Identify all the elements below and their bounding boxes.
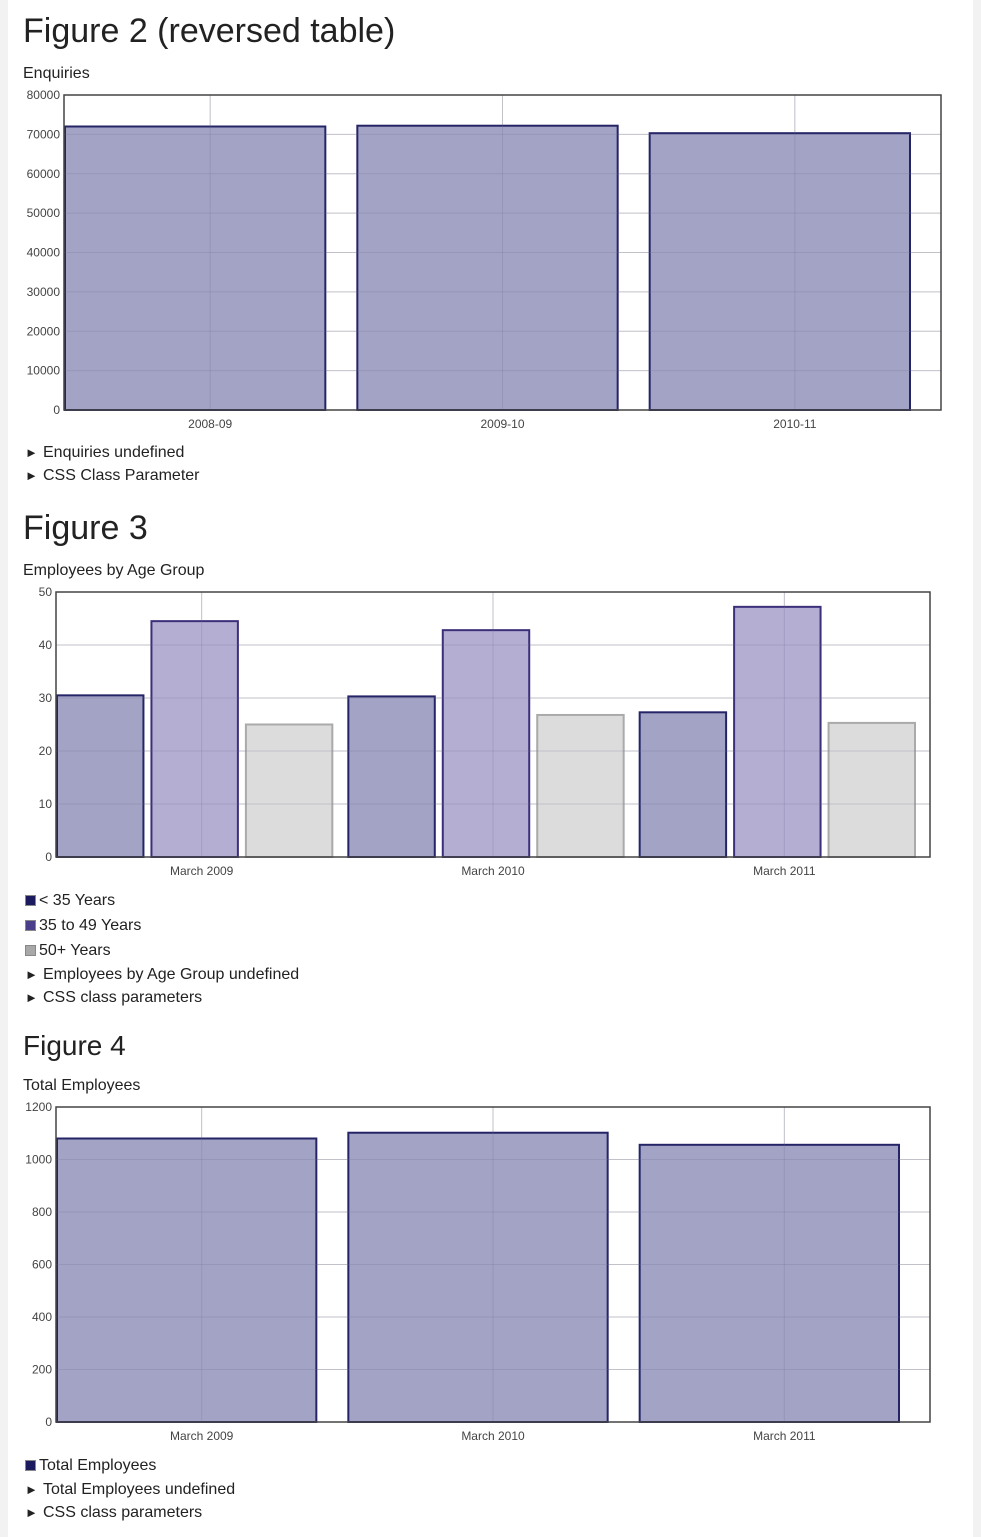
- y-tick-label: 40000: [27, 246, 61, 260]
- bar-age-1-2: [536, 713, 625, 858]
- y-tick-label: 10: [39, 797, 53, 811]
- legend-swatch: [25, 945, 36, 956]
- figure-4-legend: Total Employees: [25, 1453, 156, 1478]
- total-employees-chart: 0 200 400 600 800 1000 1200 March 2009 March 201…: [25, 1100, 931, 1443]
- y-tick-label: 200: [32, 1363, 52, 1377]
- bar-age-2-1: [733, 605, 822, 859]
- legend-swatch: [25, 920, 36, 931]
- y-tick-label: 20: [39, 744, 53, 758]
- figure-3-heading: Figure 3: [23, 509, 148, 547]
- y-tick-label: 60000: [27, 167, 61, 181]
- bar-age-2-0: [638, 711, 728, 858]
- legend-label: 50+ Years: [39, 942, 111, 959]
- x-tick-label: 2010-11: [773, 417, 816, 431]
- plot-border: [55, 1106, 931, 1423]
- plot-border: [55, 591, 931, 858]
- page: Figure 2 (reversed table) Enquiries 0 100…: [8, 0, 973, 1537]
- triangle-right-icon: ►: [25, 445, 38, 460]
- legend-item-35-to-49: 35 to 49 Years: [25, 913, 141, 938]
- y-tick-label: 30: [39, 691, 53, 705]
- bar-total-1-0: [347, 1131, 609, 1423]
- figure-2-chart-title: Enquiries: [23, 65, 90, 82]
- x-tick-label: March 2010: [461, 1429, 525, 1443]
- bar-enquiries-0-0: [64, 125, 327, 411]
- y-tick-label: 30000: [27, 285, 61, 299]
- y-tick-label: 20000: [27, 324, 61, 338]
- bar-age-1-1: [441, 629, 531, 858]
- x-tick-label: 2008-09: [188, 417, 232, 431]
- legend-label: < 35 Years: [39, 892, 116, 909]
- plot-border: [63, 94, 942, 411]
- bar-age-0-0: [56, 694, 145, 858]
- toggle-age-group-data[interactable]: ► Employees by Age Group undefined: [25, 963, 299, 986]
- figure-3-legend: < 35 Years 35 to 49 Years 50+ Years: [25, 888, 141, 963]
- y-tick-label: 70000: [27, 127, 61, 141]
- y-tick-label: 50000: [27, 206, 61, 220]
- toggle-label: Enquiries undefined: [43, 444, 185, 461]
- bar-total-2-0: [638, 1143, 901, 1424]
- legend-swatch: [25, 1460, 36, 1471]
- bar-age-1-0: [347, 695, 436, 858]
- toggle-label: Total Employees undefined: [43, 1481, 236, 1498]
- y-tick-label: 1200: [25, 1100, 52, 1114]
- enquiries-chart: 0 10000 20000 30000 40000 50000 60000 70000 8000…: [27, 88, 942, 431]
- triangle-right-icon: ►: [25, 967, 38, 982]
- bar-enquiries-2-0: [648, 132, 912, 411]
- y-tick-label: 40: [39, 638, 53, 652]
- x-tick-label: March 2011: [753, 864, 816, 878]
- bar-total-0-0: [56, 1137, 318, 1423]
- figure-4-chart-title: Total Employees: [23, 1077, 141, 1094]
- x-tick-label: March 2009: [170, 864, 234, 878]
- toggle-total-employees-data[interactable]: ► Total Employees undefined: [25, 1478, 235, 1501]
- y-tick-label: 600: [32, 1258, 52, 1272]
- figure-2-heading: Figure 2 (reversed table): [23, 12, 396, 50]
- legend-label: 35 to 49 Years: [39, 917, 142, 934]
- toggle-label: Employees by Age Group undefined: [43, 966, 300, 983]
- y-tick-label: 1000: [25, 1153, 52, 1167]
- y-tick-label: 0: [45, 850, 52, 864]
- toggle-label: CSS Class Parameter: [43, 467, 200, 484]
- triangle-right-icon: ►: [25, 468, 38, 483]
- bar-age-0-2: [244, 723, 334, 858]
- employees-by-age-chart: 0 10 20 30 40 50 March 2009 March 2010 March 201…: [39, 585, 931, 878]
- bar-enquiries-1-0: [356, 124, 619, 412]
- legend-label: Total Employees: [39, 1457, 157, 1474]
- triangle-right-icon: ►: [25, 1505, 38, 1520]
- triangle-right-icon: ►: [25, 1482, 38, 1497]
- toggle-css-class-parameter[interactable]: ► CSS Class Parameter: [25, 464, 200, 487]
- bar-age-0-1: [150, 620, 239, 859]
- y-tick-label: 80000: [27, 88, 61, 102]
- legend-item-50-plus: 50+ Years: [25, 938, 141, 963]
- legend-item-under-35: < 35 Years: [25, 888, 141, 913]
- toggle-enquiries-data[interactable]: ► Enquiries undefined: [25, 441, 184, 464]
- bar-age-2-2: [827, 721, 916, 858]
- y-tick-label: 50: [39, 585, 53, 599]
- y-tick-label: 0: [53, 403, 60, 417]
- legend-swatch: [25, 895, 36, 906]
- y-tick-label: 10000: [27, 364, 61, 378]
- y-tick-label: 400: [32, 1310, 52, 1324]
- x-tick-label: March 2011: [753, 1429, 816, 1443]
- triangle-right-icon: ►: [25, 990, 38, 1005]
- legend-item-total-employees: Total Employees: [25, 1453, 156, 1478]
- figure-4-heading: Figure 4: [23, 1030, 126, 1061]
- toggle-css-class-parameters[interactable]: ► CSS class parameters: [25, 986, 202, 1009]
- x-tick-label: March 2010: [461, 864, 525, 878]
- x-tick-label: 2009-10: [480, 417, 524, 431]
- toggle-css-class-parameters-2[interactable]: ► CSS class parameters: [25, 1501, 202, 1524]
- x-tick-label: March 2009: [170, 1429, 234, 1443]
- y-tick-label: 0: [45, 1415, 52, 1429]
- toggle-label: CSS class parameters: [43, 989, 203, 1006]
- toggle-label: CSS class parameters: [43, 1504, 203, 1521]
- y-tick-label: 800: [32, 1205, 52, 1219]
- figure-3-chart-title: Employees by Age Group: [23, 562, 205, 579]
